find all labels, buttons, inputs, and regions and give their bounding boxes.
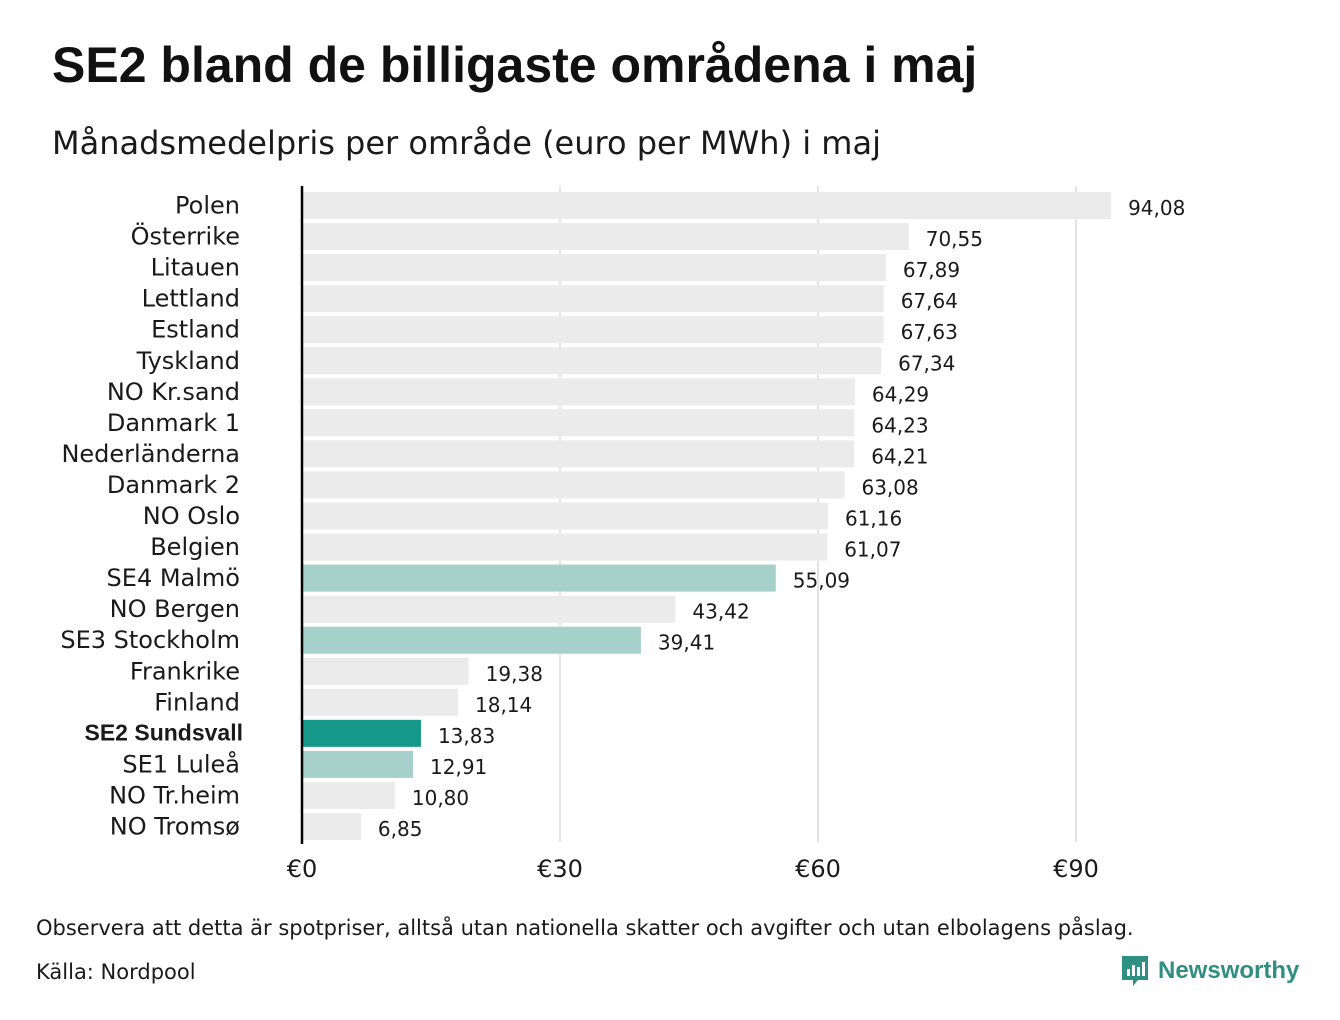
bar-1 — [302, 223, 909, 251]
category-label-6: NO Kr.sand — [107, 378, 240, 406]
bar-2 — [302, 254, 886, 282]
chart-bubble-icon — [1122, 956, 1148, 986]
value-label-5: 67,34 — [898, 351, 955, 375]
bar-20 — [302, 813, 361, 840]
value-label-12: 55,09 — [793, 569, 850, 593]
value-label-9: 63,08 — [861, 475, 918, 499]
value-label-2: 67,89 — [903, 258, 960, 282]
value-label-0: 94,08 — [1128, 196, 1185, 220]
bar-11 — [302, 533, 828, 561]
bar-19 — [302, 781, 395, 809]
bar-10 — [302, 502, 828, 530]
value-label-14: 39,41 — [658, 631, 715, 655]
category-label-4: Estland — [151, 316, 240, 344]
category-label-2: Litauen — [151, 254, 240, 282]
tick-label-0: €0 — [287, 855, 318, 883]
bar-16 — [302, 688, 459, 716]
category-label-13: NO Bergen — [110, 595, 240, 623]
category-label-17: SE2 Sundsvall — [84, 719, 243, 745]
category-label-15: Frankrike — [130, 657, 240, 685]
value-label-16: 18,14 — [475, 693, 532, 717]
category-label-19: NO Tr.heim — [109, 781, 240, 809]
value-label-13: 43,42 — [692, 600, 749, 624]
footnote: Observera att detta är spotpriser, allts… — [36, 916, 1134, 940]
value-label-18: 12,91 — [430, 755, 487, 779]
category-label-10: NO Oslo — [143, 502, 240, 530]
value-label-3: 67,64 — [901, 289, 958, 313]
category-label-12: SE4 Malmö — [107, 564, 240, 592]
category-label-9: Danmark 2 — [107, 471, 240, 499]
bar-13 — [302, 595, 676, 623]
source-label: Källa: Nordpool — [36, 960, 196, 984]
bar-6 — [302, 378, 855, 406]
bar-9 — [302, 471, 845, 499]
bar-17 — [302, 719, 421, 747]
bar-12 — [302, 564, 776, 592]
value-label-4: 67,63 — [901, 320, 958, 344]
category-label-1: Österrike — [131, 222, 240, 251]
value-label-20: 6,85 — [378, 817, 423, 841]
bar-3 — [302, 285, 884, 313]
category-label-11: Belgien — [150, 533, 240, 561]
brand-name: Newsworthy — [1158, 957, 1300, 984]
bar-18 — [302, 750, 414, 778]
value-label-17: 13,83 — [438, 724, 495, 748]
tick-label-1: €30 — [537, 855, 583, 883]
category-label-20: NO Tromsø — [110, 813, 240, 841]
bar-0 — [302, 192, 1112, 219]
value-label-7: 64,23 — [871, 413, 928, 437]
chart-subtitle: Månadsmedelpris per område (euro per MWh… — [52, 124, 881, 162]
tick-label-2: €60 — [795, 855, 841, 883]
value-label-1: 70,55 — [926, 227, 983, 251]
value-label-10: 61,16 — [845, 507, 902, 531]
bar-5 — [302, 347, 882, 375]
bar-8 — [302, 440, 855, 468]
category-label-8: Nederländerna — [61, 440, 240, 468]
tick-label-3: €90 — [1053, 855, 1099, 883]
value-label-15: 19,38 — [486, 662, 543, 686]
brand-logo: Newsworthy — [1120, 954, 1299, 988]
bar-4 — [302, 316, 884, 344]
chart-title: SE2 bland de billigaste områdena i maj — [52, 37, 978, 93]
category-label-5: Tyskland — [136, 347, 240, 375]
category-label-16: Finland — [154, 688, 240, 716]
category-label-0: Polen — [175, 192, 240, 220]
value-label-6: 64,29 — [872, 382, 929, 406]
value-label-19: 10,80 — [412, 786, 469, 810]
value-label-11: 61,07 — [844, 538, 901, 562]
category-label-3: Lettland — [142, 285, 240, 313]
bar-chart: Polen 94,08 Österrike 70,55 Litauen 67,89 Lett… — [60, 186, 1185, 883]
value-label-8: 64,21 — [871, 444, 928, 468]
category-label-18: SE1 Luleå — [122, 749, 240, 778]
bar-7 — [302, 409, 855, 437]
category-label-14: SE3 Stockholm — [60, 626, 240, 654]
bar-14 — [302, 626, 641, 654]
bar-15 — [302, 657, 469, 685]
category-label-7: Danmark 1 — [107, 409, 240, 437]
